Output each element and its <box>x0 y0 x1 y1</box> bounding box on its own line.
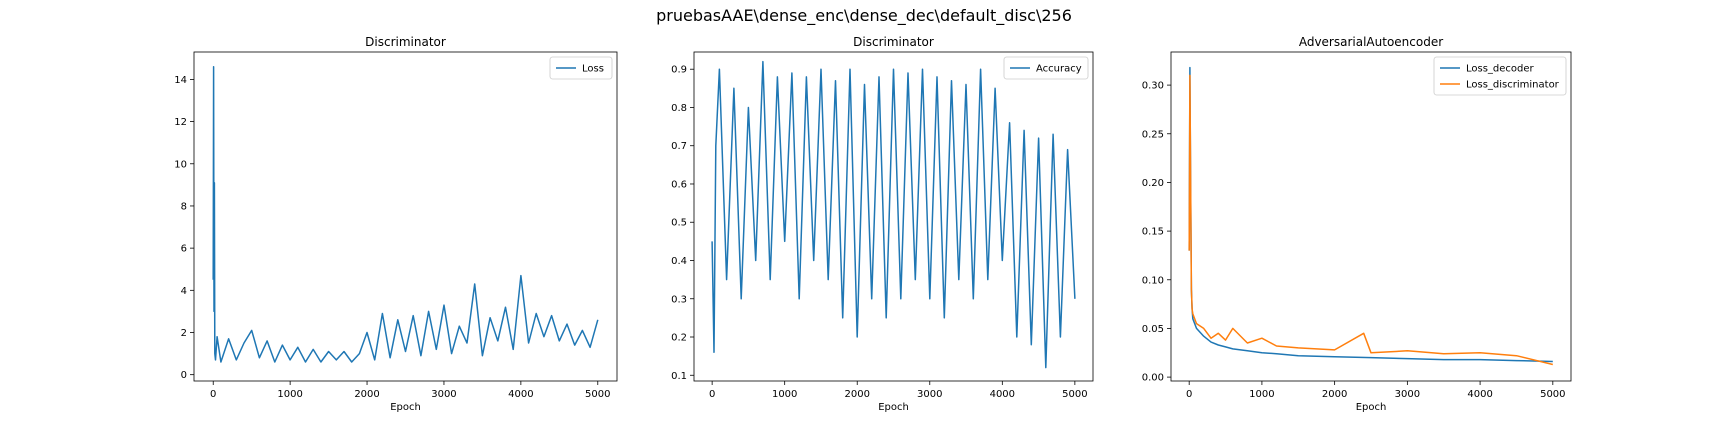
series-line-loss <box>212 66 599 363</box>
x-tick-label: 5000 <box>585 389 610 400</box>
x-tick-label: 4000 <box>990 389 1015 400</box>
x-tick-label: 0 <box>1186 389 1192 400</box>
legend-label: Accuracy <box>1036 64 1082 75</box>
legend-label: Loss_discriminator <box>1466 80 1560 91</box>
y-tick-label: 0.2 <box>671 333 687 344</box>
y-tick-label: 0.30 <box>1142 81 1164 92</box>
x-tick-label: 1000 <box>277 389 302 400</box>
legend-box <box>1433 56 1567 96</box>
y-tick-label: 0.9 <box>671 65 687 76</box>
chart-title: Discriminator <box>853 35 934 49</box>
y-tick-label: 6 <box>181 244 187 255</box>
axes-frame <box>193 51 618 382</box>
y-tick-label: 14 <box>174 75 187 86</box>
legend-box <box>549 56 613 80</box>
x-tick-label: 4000 <box>508 389 533 400</box>
y-tick-label: 8 <box>181 201 187 212</box>
x-tick-label: 1000 <box>772 389 797 400</box>
x-tick-label: 3000 <box>431 389 456 400</box>
y-tick-label: 0.4 <box>671 256 687 267</box>
chart-1: 0 1000 2000 3000 4000 5000 0 2 4 6 8 10 12 14 Discrimi… <box>174 35 618 413</box>
x-axis-label: Epoch <box>390 402 421 413</box>
y-tick-label: 0.00 <box>1142 373 1164 384</box>
x-tick-label: 3000 <box>917 389 942 400</box>
y-tick-label: 0.05 <box>1142 324 1164 335</box>
series-line-loss-decoder <box>1188 66 1553 363</box>
axes-frame <box>1170 51 1572 382</box>
y-tick-label: 10 <box>174 159 187 170</box>
y-tick-label: 2 <box>181 328 187 339</box>
x-tick-label: 4000 <box>1467 389 1492 400</box>
y-tick-label: 0.15 <box>1142 227 1164 238</box>
x-axis-label: Epoch <box>878 402 909 413</box>
x-tick-label: 5000 <box>1062 389 1087 400</box>
x-tick-label: 1000 <box>1249 389 1274 400</box>
x-tick-label: 2000 <box>354 389 379 400</box>
y-tick-label: 0.5 <box>671 218 687 229</box>
series-line-loss-discriminator <box>1188 74 1553 366</box>
chart-title: AdversarialAutoencoder <box>1299 35 1443 49</box>
x-tick-label: 5000 <box>1540 389 1565 400</box>
y-tick-label: 0.10 <box>1142 275 1164 286</box>
legend-label: Loss_decoder <box>1466 64 1535 75</box>
y-tick-label: 0.6 <box>671 179 687 190</box>
y-tick-label: 0.1 <box>671 371 687 382</box>
y-tick-label: 0.7 <box>671 141 687 152</box>
x-tick-label: 2000 <box>1322 389 1347 400</box>
x-tick-label: 3000 <box>1395 389 1420 400</box>
x-tick-label: 0 <box>709 389 715 400</box>
y-tick-label: 0 <box>181 370 187 381</box>
y-tick-label: 0.3 <box>671 294 687 305</box>
axes-frame <box>693 51 1094 382</box>
legend-box <box>1003 56 1089 80</box>
y-tick-label: 4 <box>181 286 187 297</box>
series-line-accuracy <box>711 60 1076 369</box>
legend-label: Loss <box>582 64 604 75</box>
figure-suptitle: pruebasAAE\dense_enc\dense_dec\default_d… <box>656 6 1072 25</box>
y-tick-label: 0.25 <box>1142 129 1164 140</box>
x-tick-label: 2000 <box>845 389 870 400</box>
chart-title: Discriminator <box>365 35 446 49</box>
chart-3: 0 1000 2000 3000 4000 5000 0.00 0.05 0.10 0.15 0.2… <box>1142 35 1572 413</box>
y-tick-label: 0.8 <box>671 103 687 114</box>
y-tick-label: 12 <box>174 117 187 128</box>
x-axis-label: Epoch <box>1356 402 1387 413</box>
x-tick-label: 0 <box>210 389 216 400</box>
chart-2: 0 1000 2000 3000 4000 5000 0.1 0.2 0.3 0.4 0.5 0.6 0… <box>671 35 1094 413</box>
y-tick-label: 0.20 <box>1142 178 1164 189</box>
